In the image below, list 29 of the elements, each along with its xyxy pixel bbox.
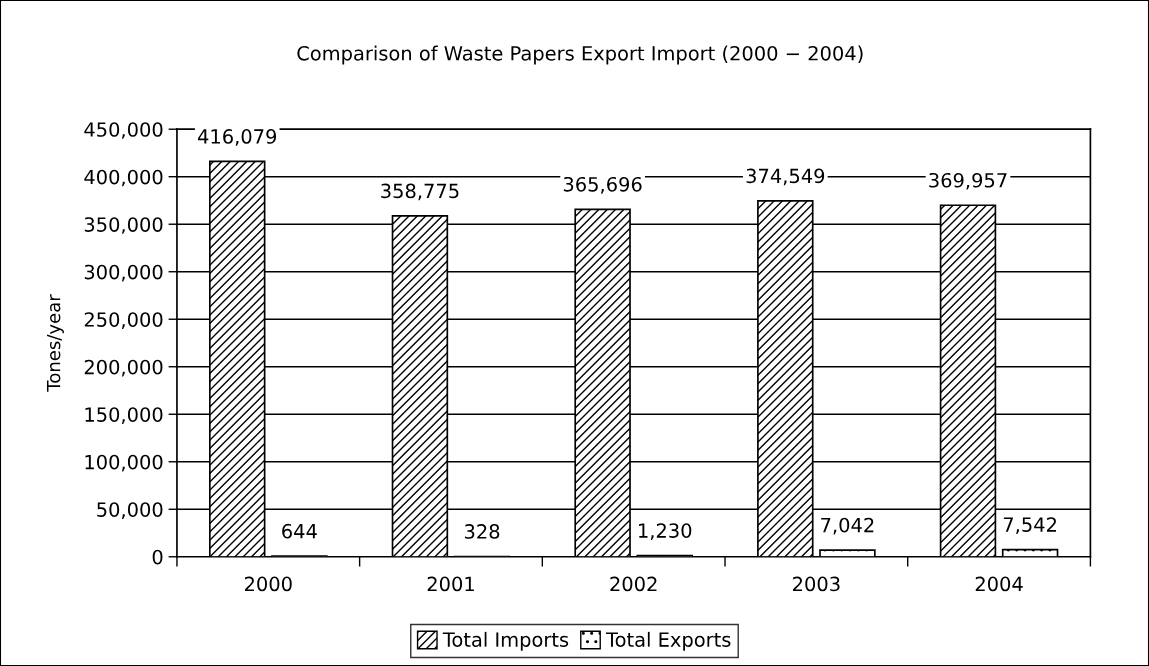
- legend-label: Total Exports: [605, 631, 731, 651]
- y-tick-label: 350,000: [84, 217, 163, 234]
- y-axis-title: Tones/year: [46, 294, 64, 392]
- data-label: 7,042: [821, 517, 874, 535]
- data-label: 374,549: [746, 168, 825, 186]
- data-label: 369,957: [929, 172, 1007, 190]
- data-label: 328: [464, 524, 500, 539]
- y-tick-label: 250,000: [84, 312, 163, 329]
- y-tick-label: 0: [152, 549, 163, 565]
- x-tick-label: 2001: [427, 576, 474, 592]
- y-tick-label: 300,000: [84, 264, 163, 282]
- data-label: 416,079: [197, 129, 277, 146]
- chart-title: Comparison of Waste Papers Export Import (2000 − 2004): [297, 45, 863, 65]
- x-tick-label: 2004: [975, 576, 1023, 592]
- data-label: 1,230: [639, 523, 692, 540]
- legend-label: Total Imports: [442, 631, 569, 651]
- y-tick-label: 200,000: [84, 359, 163, 377]
- data-label: 644: [282, 523, 317, 539]
- x-tick-label: 2002: [610, 576, 657, 592]
- y-tick-label: 100,000: [85, 454, 163, 472]
- data-label: 7,542: [1003, 517, 1056, 534]
- y-tick-label: 50,000: [97, 502, 163, 519]
- x-tick-label: 2000: [244, 576, 292, 592]
- data-label: 365,696: [563, 176, 642, 194]
- y-tick-label: 150,000: [85, 407, 163, 424]
- data-label: 358,775: [381, 183, 459, 201]
- x-tick-label: 2003: [793, 576, 840, 592]
- y-tick-label: 400,000: [84, 169, 163, 187]
- y-tick-label: 450,000: [84, 122, 163, 139]
